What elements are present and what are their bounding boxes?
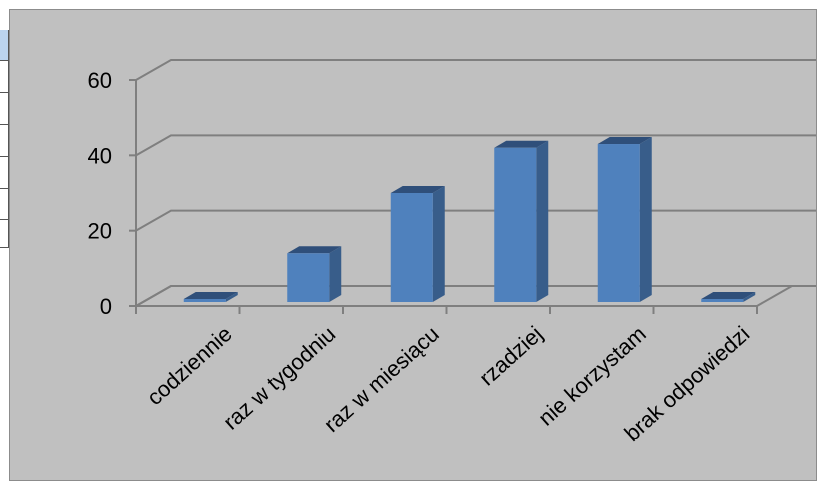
bar-side [743,292,756,302]
gridline [135,209,816,232]
sheet-cell [0,125,9,157]
gridline [135,59,816,81]
sheet-cell [0,61,9,93]
y-tick-label: 0 [100,294,112,319]
bar-side [225,292,238,302]
bar-top [701,292,756,299]
bar-top [390,186,445,193]
sheet-cell-selected [0,30,9,61]
bar-top [287,246,342,254]
bar [287,246,342,302]
sheet-cell [0,220,9,248]
sheet-cell [0,157,9,189]
bar-side [639,137,652,302]
bar-side [329,246,342,302]
gridlines [135,59,816,307]
y-tick-label: 60 [88,68,112,93]
bar-top [183,292,238,299]
sheet-cell [0,189,9,220]
bar-side [536,140,549,302]
bars [183,137,756,302]
y-axis-tick-labels: 0 20 40 60 [88,68,112,319]
gridline [135,134,816,157]
y-tick-label: 40 [88,143,112,168]
bar-top [597,137,652,145]
chart-area[interactable]: 0 20 40 60 codziennie raz w tygodniu raz w mi… [9,9,817,481]
bar [183,292,238,302]
bar-top [494,140,549,148]
bar [701,292,756,302]
bar [494,140,549,302]
bar-front [494,147,537,302]
x-tick-label: rzadziej [474,321,547,390]
sheet-grid-fragment [0,30,10,248]
axes [129,79,758,314]
bar-front [597,144,640,302]
bar-front [701,299,744,302]
x-tick-label: codziennie [142,321,237,410]
bar-side [432,186,445,302]
bar [390,186,445,302]
sheet-cell [0,93,9,125]
bar-front [287,253,330,302]
bar-front [390,193,433,302]
y-tick-label: 20 [88,219,112,244]
bar [597,137,652,302]
bar-front [183,299,226,302]
